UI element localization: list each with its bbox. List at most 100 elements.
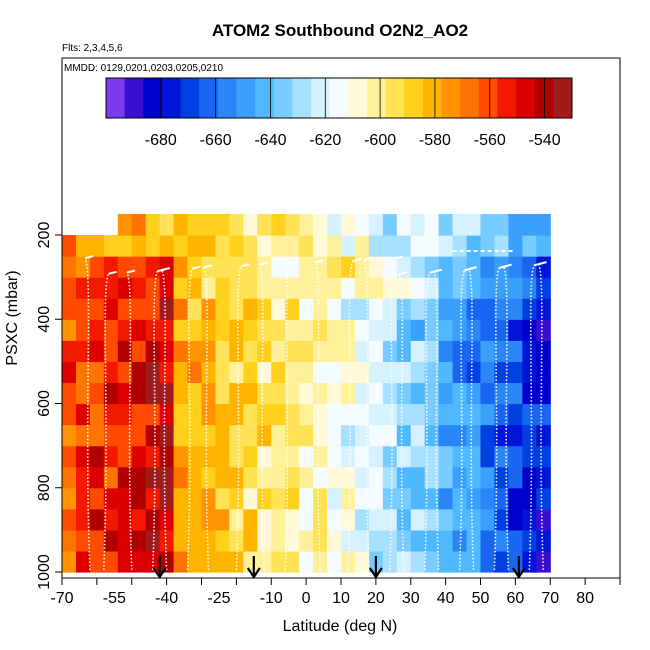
- heatmap-cell: [494, 298, 509, 320]
- heatmap-cell: [354, 235, 370, 257]
- heatmap-cell: [201, 277, 217, 299]
- heatmap-cell: [424, 403, 440, 426]
- heatmap-cell: [229, 340, 244, 362]
- heatmap-cell: [103, 256, 119, 278]
- heatmap-cell: [466, 445, 482, 468]
- heatmap-cell: [410, 466, 426, 489]
- heatmap-cell: [159, 424, 175, 447]
- heatmap-cell: [424, 550, 440, 573]
- heatmap-cell: [424, 529, 440, 552]
- heatmap-cell: [368, 340, 384, 362]
- dates-note: MMDD: 0129,0201,0203,0205,0210: [64, 63, 223, 74]
- heatmap-cell: [438, 213, 454, 236]
- heatmap-cell: [508, 424, 523, 447]
- heatmap-cell: [285, 340, 300, 362]
- heatmap-cell: [438, 487, 454, 510]
- flight-profile-top: [161, 267, 171, 271]
- heatmap-cell: [341, 424, 356, 447]
- heatmap-cell: [341, 445, 356, 468]
- heatmap-cell: [257, 424, 272, 447]
- heatmap-cell: [327, 508, 342, 531]
- heatmap-cell: [313, 213, 328, 236]
- heatmap-cell: [368, 487, 384, 510]
- heatmap-cell: [201, 298, 217, 320]
- heatmap-cell: [522, 487, 537, 510]
- colorbar-tick-label: -540: [529, 132, 561, 149]
- heatmap-cell: [103, 319, 119, 341]
- colorbar-swatch: [422, 78, 443, 118]
- heatmap-cell: [494, 340, 509, 362]
- heatmap-cell: [117, 529, 133, 552]
- heatmap-cell: [215, 213, 230, 236]
- heatmap-cell: [466, 213, 482, 236]
- heatmap-cell: [452, 256, 468, 278]
- heatmap-cell: [354, 403, 370, 426]
- heatmap-cell: [341, 508, 356, 531]
- heatmap-cell: [382, 235, 398, 257]
- heatmap-cell: [299, 508, 314, 531]
- heatmap-cell: [75, 361, 91, 384]
- heatmap-cell: [522, 382, 537, 405]
- heatmap-cell: [187, 487, 203, 510]
- heatmap-cell: [410, 508, 426, 531]
- heatmap-cell: [257, 213, 272, 236]
- heatmap-cell: [103, 382, 119, 405]
- heatmap-cell: [522, 424, 537, 447]
- heatmap-cell: [103, 340, 119, 362]
- heatmap-cell: [103, 403, 119, 426]
- heatmap-cell: [75, 235, 91, 257]
- heatmap-cell: [494, 361, 509, 384]
- heatmap-cell: [62, 361, 77, 384]
- x-tick-label: 30: [402, 590, 420, 607]
- flight-profile-trace: [423, 272, 431, 570]
- heatmap-cell: [396, 319, 412, 341]
- heatmap-cell: [215, 403, 230, 426]
- flight-profile-trace: [84, 257, 91, 570]
- heatmap-cell: [368, 445, 384, 468]
- heatmap-cell: [368, 213, 384, 236]
- heatmap-cell: [131, 382, 147, 405]
- heatmap-cell: [201, 529, 217, 552]
- heatmap-cell: [131, 235, 147, 257]
- heatmap-cell: [173, 340, 189, 362]
- y-tick-label: 400: [36, 306, 53, 333]
- heatmap-cell: [410, 340, 426, 362]
- heatmap-cell: [159, 235, 175, 257]
- heatmap-cell: [89, 466, 105, 489]
- heatmap-cell: [159, 298, 175, 320]
- heatmap-cell: [201, 445, 217, 468]
- x-tick-label: 20: [367, 590, 385, 607]
- heatmap-cell: [354, 340, 370, 362]
- heatmap-cell: [229, 213, 244, 236]
- heatmap-cell: [480, 382, 496, 405]
- heatmap-cell: [438, 529, 454, 552]
- heatmap-cell: [243, 319, 258, 341]
- heatmap-cell: [452, 466, 468, 489]
- heatmap-cell: [313, 256, 328, 278]
- heatmap-cell: [327, 319, 342, 341]
- heatmap-cell: [522, 277, 537, 299]
- heatmap-cell: [536, 529, 551, 552]
- heatmap-cell: [424, 340, 440, 362]
- heatmap-cell: [466, 277, 482, 299]
- heatmap-cell: [117, 508, 133, 531]
- heatmap-cell: [382, 466, 398, 489]
- heatmap-cell: [368, 361, 384, 384]
- heatmap-cell: [103, 298, 119, 320]
- heatmap-cell: [480, 298, 496, 320]
- heatmap-cell: [201, 508, 217, 531]
- heatmap-cell: [89, 235, 105, 257]
- heatmap-cell: [243, 403, 258, 426]
- heatmap-cell: [75, 487, 91, 510]
- heatmap-cell: [62, 319, 77, 341]
- heatmap-cell: [327, 487, 342, 510]
- heatmap-cell: [201, 487, 217, 510]
- x-axis-label: Latitude (deg N): [283, 618, 398, 635]
- heatmap-cell: [271, 277, 286, 299]
- heatmap-cell: [396, 445, 412, 468]
- colorbar: -680 -660 -640 -620 -600 -580 -560 -540: [105, 77, 573, 149]
- heatmap-cell: [117, 445, 133, 468]
- heatmap-cell: [438, 319, 454, 341]
- colorbar-tick-label: -580: [419, 132, 451, 149]
- heatmap-cell: [368, 298, 384, 320]
